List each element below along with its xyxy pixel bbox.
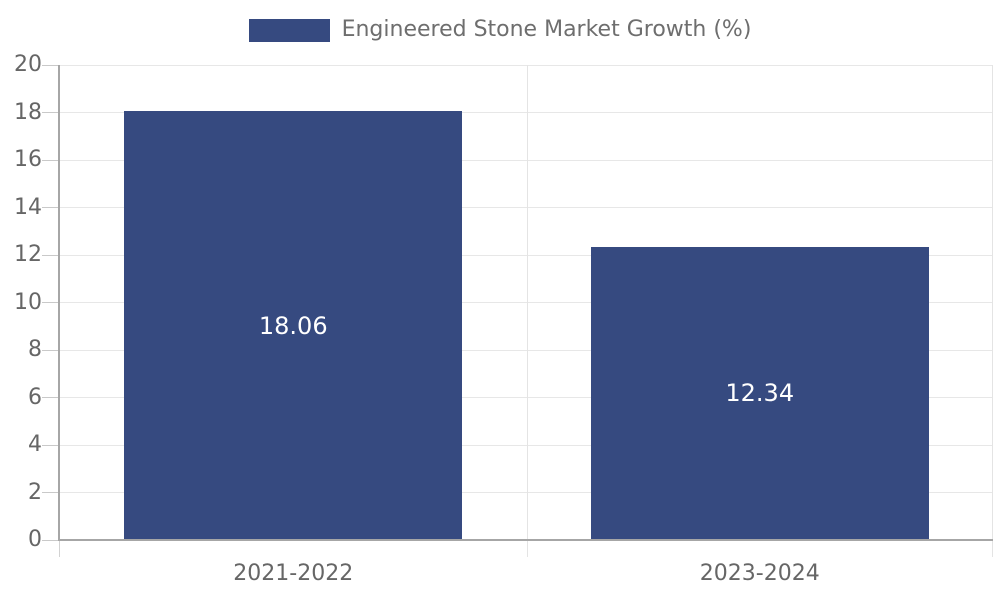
y-tick-label: 18 bbox=[14, 99, 42, 125]
y-tick bbox=[42, 397, 60, 398]
y-tick-label: 0 bbox=[28, 527, 42, 552]
y-tick bbox=[42, 539, 60, 541]
y-tick-label: 4 bbox=[28, 432, 42, 457]
x-tick bbox=[59, 541, 60, 557]
y-tick-label: 10 bbox=[14, 289, 42, 315]
y-tick bbox=[42, 159, 60, 161]
y-tick bbox=[42, 302, 60, 303]
bar bbox=[124, 111, 463, 540]
x-axis-line bbox=[58, 539, 993, 541]
y-tick-label: 14 bbox=[14, 194, 42, 220]
bar bbox=[590, 246, 929, 540]
y-tick-label: 2 bbox=[28, 479, 42, 505]
x-tick-label: 2021-2022 bbox=[233, 561, 354, 586]
v-gridline bbox=[526, 65, 528, 557]
y-tick bbox=[42, 492, 60, 493]
y-tick bbox=[42, 207, 60, 208]
legend-color-swatch bbox=[248, 18, 330, 42]
y-tick-label: 8 bbox=[28, 337, 42, 362]
y-tick-label: 12 bbox=[14, 242, 42, 267]
y-tick bbox=[42, 112, 60, 113]
chart-legend: Engineered Stone Market Growth (%) bbox=[0, 17, 1000, 43]
plot-right-border bbox=[992, 65, 993, 557]
y-tick bbox=[42, 349, 60, 351]
y-axis-line bbox=[58, 65, 60, 540]
bar-value-label: 18.06 bbox=[258, 311, 328, 340]
y-tick bbox=[42, 444, 60, 446]
y-tick-label: 6 bbox=[28, 384, 42, 410]
y-tick bbox=[42, 64, 60, 66]
y-tick bbox=[42, 254, 60, 256]
bar-value-label: 12.34 bbox=[725, 379, 795, 408]
x-tick-label: 2023-2024 bbox=[699, 561, 820, 586]
legend-label: Engineered Stone Market Growth (%) bbox=[341, 17, 752, 42]
y-tick-label: 16 bbox=[14, 147, 42, 172]
y-tick-label: 20 bbox=[14, 52, 42, 77]
